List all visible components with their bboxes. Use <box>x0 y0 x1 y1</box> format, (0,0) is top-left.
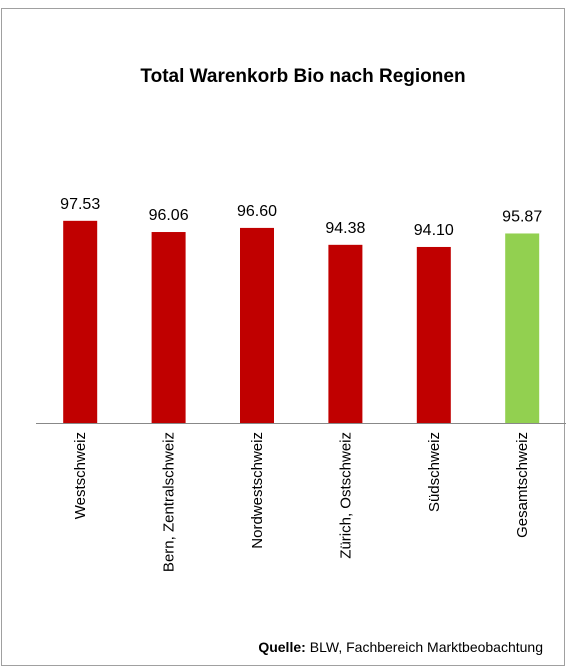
chart-title: Total Warenkorb Bio nach Regionen <box>140 66 465 87</box>
x-tick-label: Südschweiz <box>426 432 443 512</box>
x-tick-label: Zürich, Ostschweiz <box>337 432 354 559</box>
source: Quelle: BLW, Fachbereich Marktbeobachtung <box>258 639 543 655</box>
bar <box>505 233 540 423</box>
value-label: 96.60 <box>237 203 277 220</box>
bar <box>240 227 274 423</box>
x-tick-label: Nordwestschweiz <box>249 432 266 549</box>
value-label: 94.38 <box>325 220 365 237</box>
value-label: 94.10 <box>414 222 454 239</box>
value-label: 97.53 <box>60 196 100 213</box>
bar <box>151 232 186 423</box>
source-text: BLW, Fachbereich Marktbeobachtung <box>310 639 543 655</box>
x-tick-label: Westschweiz <box>72 432 89 519</box>
x-tick-label: Gesamtschweiz <box>514 432 531 538</box>
bar <box>328 244 363 423</box>
bar <box>63 220 98 423</box>
x-tick-label: Bern, Zentralschweiz <box>161 432 178 572</box>
bar <box>416 246 451 423</box>
value-label: 95.87 <box>502 208 542 225</box>
value-label: 96.06 <box>149 207 189 224</box>
source-label: Quelle: <box>258 639 305 655</box>
